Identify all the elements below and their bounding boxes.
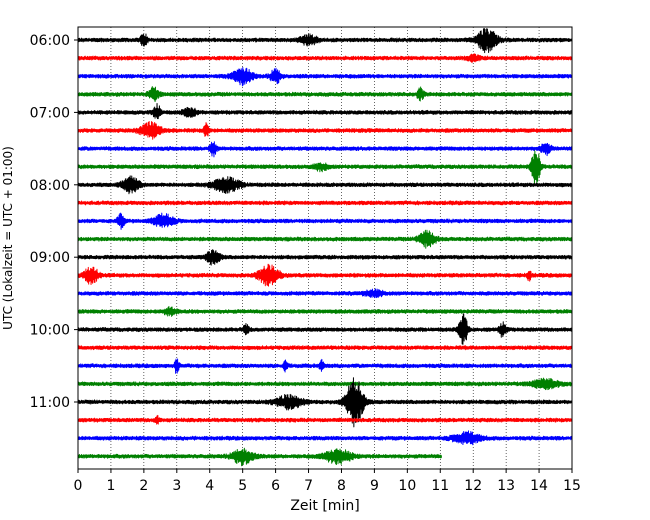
trace-0830 xyxy=(77,212,573,230)
trace-0600 xyxy=(77,27,573,54)
trace-0930 xyxy=(77,288,573,299)
trace-0630 xyxy=(77,67,573,87)
y-tick-label-0700: 07:00 xyxy=(30,105,70,121)
x-tick-label-14: 14 xyxy=(530,478,548,494)
trace-1015 xyxy=(77,345,573,351)
trace-0915 xyxy=(77,263,573,287)
x-tick-label-7: 7 xyxy=(304,478,313,494)
trace-0645 xyxy=(77,86,573,103)
trace-0700 xyxy=(77,103,573,120)
x-tick-label-2: 2 xyxy=(139,478,148,494)
trace-1115 xyxy=(77,414,573,425)
trace-1030 xyxy=(77,358,573,374)
x-tick-label-8: 8 xyxy=(337,478,346,494)
trace-1045 xyxy=(77,377,573,391)
x-axis-ticks: 0 1 2 3 4 5 6 7 8 9 10 11 12 13 14 15 xyxy=(74,469,581,494)
x-tick-label-4: 4 xyxy=(205,478,214,494)
x-tick-label-10: 10 xyxy=(398,478,416,494)
trace-0800 xyxy=(77,175,573,195)
trace-1000 xyxy=(77,313,573,345)
x-tick-label-13: 13 xyxy=(497,478,515,494)
trace-0730 xyxy=(77,141,573,158)
x-tick-label-12: 12 xyxy=(464,478,482,494)
x-tick-label-0: 0 xyxy=(74,478,83,494)
trace-0845 xyxy=(77,229,573,249)
y-axis-label: UTC (Lokalzeit = UTC + 01:00) xyxy=(1,146,15,330)
trace-1100 xyxy=(77,377,573,428)
trace-1145 xyxy=(77,447,443,467)
y-tick-label-1000: 10:00 xyxy=(30,323,70,339)
trace-0900 xyxy=(77,249,573,266)
trace-0615 xyxy=(77,53,573,64)
trace-0745 xyxy=(77,150,573,185)
seismic-traces xyxy=(77,27,573,467)
y-tick-label-0800: 08:00 xyxy=(30,178,70,194)
y-axis-ticks: 06:00 07:00 08:00 09:00 10:00 11:00 xyxy=(30,33,78,411)
x-tick-label-6: 6 xyxy=(271,478,280,494)
y-tick-label-0600: 06:00 xyxy=(30,33,70,49)
x-tick-label-3: 3 xyxy=(172,478,181,494)
y-tick-label-1100: 11:00 xyxy=(30,395,70,411)
trace-0945 xyxy=(77,306,573,317)
trace-0815 xyxy=(77,200,573,206)
x-tick-label-1: 1 xyxy=(106,478,115,494)
y-tick-label-0900: 09:00 xyxy=(30,250,70,266)
plot-frame xyxy=(77,26,573,470)
trace-1130 xyxy=(77,430,573,446)
x-tick-label-15: 15 xyxy=(563,478,581,494)
trace-0715 xyxy=(77,121,573,140)
x-axis-label: Zeit [min] xyxy=(290,498,359,514)
x-tick-label-5: 5 xyxy=(238,478,247,494)
x-tick-label-9: 9 xyxy=(370,478,379,494)
x-tick-label-11: 11 xyxy=(431,478,449,494)
